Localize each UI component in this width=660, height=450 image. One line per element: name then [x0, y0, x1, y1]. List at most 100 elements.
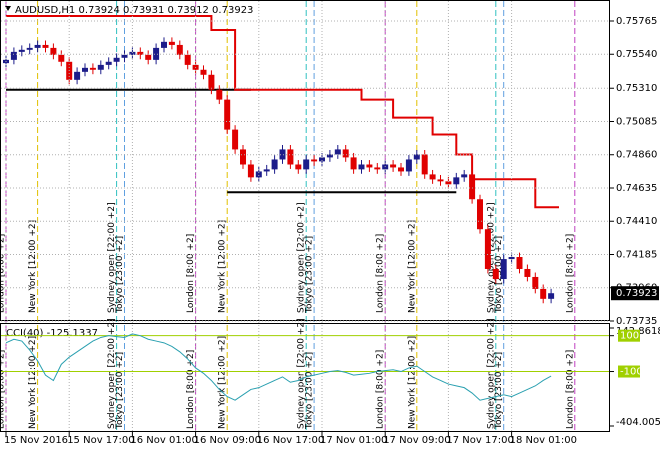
- y-tick-label: 0.75540: [616, 49, 657, 60]
- candle-body: [405, 159, 412, 172]
- candle-body: [413, 154, 420, 160]
- session-label: Tokyo [23:00 +2]: [494, 236, 504, 314]
- candle-body: [247, 164, 254, 178]
- session-label: Sydney open [22:00 +2]: [297, 318, 307, 429]
- candle-body: [311, 159, 318, 162]
- price-label: 0.73923: [616, 288, 657, 299]
- candle-body: [208, 74, 215, 90]
- candle-body: [145, 54, 152, 60]
- session-label: London [8:00 +2]: [565, 234, 575, 313]
- candle-body: [176, 44, 183, 55]
- y-tick-label: 0.75085: [616, 116, 657, 127]
- candle-body: [469, 174, 476, 200]
- session-label: London [8:00 +2]: [0, 234, 7, 313]
- session-label: Sydney open [22:00 +2]: [297, 202, 307, 313]
- candle-body: [50, 47, 57, 55]
- y-tick-label: 0.75310: [616, 83, 657, 94]
- y-tick-label: 0.73735: [616, 316, 657, 327]
- candle-body: [477, 199, 483, 230]
- candle-body: [484, 229, 491, 269]
- session-label: London [8:00 +2]: [186, 350, 196, 429]
- candle-body: [342, 149, 349, 158]
- candle-body: [461, 174, 468, 178]
- session-label: New York [12:00 +2]: [28, 336, 38, 429]
- y-tick-label: 0.74860: [616, 150, 657, 161]
- x-tick-label: 17 Nov 09:00: [383, 435, 450, 446]
- candle-body: [358, 164, 365, 170]
- level-box: [618, 329, 640, 342]
- session-label: Tokyo [23:00 +2]: [305, 236, 315, 314]
- candle-body: [18, 49, 25, 52]
- candle-body: [445, 181, 452, 185]
- session-label: London [8:00 +2]: [376, 350, 386, 429]
- session-label: London [8:00 +2]: [376, 234, 386, 313]
- session-label: Tokyo [23:00 +2]: [305, 352, 315, 430]
- candle-body: [34, 44, 41, 48]
- candle-body: [516, 257, 523, 269]
- candle-body: [326, 154, 333, 158]
- session-label: Sydney open [22:00 +2]: [486, 202, 496, 313]
- candle-body: [153, 47, 160, 60]
- candle-body: [168, 41, 175, 45]
- candle-body: [279, 149, 286, 160]
- x-tick-label: 17 Nov 17:00: [446, 435, 513, 446]
- session-label: Sydney open [22:00 +2]: [486, 318, 496, 429]
- cci-line: [5, 333, 552, 401]
- x-tick-label: 16 Nov 17:00: [257, 435, 324, 446]
- candle-body: [287, 149, 294, 165]
- session-label: New York [12:00 +2]: [28, 220, 38, 313]
- candle-body: [453, 177, 460, 185]
- candle-body: [42, 44, 49, 48]
- candle-body: [74, 71, 81, 80]
- step-line: [6, 14, 559, 209]
- candle-body: [398, 167, 404, 172]
- x-tick-label: 18 Nov 01:00: [510, 435, 577, 446]
- candle-body: [216, 89, 223, 100]
- candle-body: [113, 57, 120, 62]
- session-label: Tokyo [23:00 +2]: [115, 236, 125, 314]
- candle-body: [319, 157, 325, 162]
- session-label: Sydney open [22:00 +2]: [107, 202, 117, 313]
- y-tick-label: 0.74185: [616, 249, 657, 260]
- session-label: New York [12:00 +2]: [218, 220, 228, 313]
- candle-body: [303, 159, 310, 170]
- candle-body: [421, 154, 428, 175]
- price-box: [611, 286, 659, 301]
- cci-title: CCI(40) -125.1337: [6, 328, 98, 339]
- candle-body: [26, 47, 33, 50]
- candle-body: [429, 174, 436, 180]
- candle-body: [350, 157, 357, 170]
- chart-title: AUDUSD,H1 0.73924 0.73931 0.73912 0.7392…: [15, 5, 253, 16]
- cci-frame: [0, 323, 610, 432]
- candle-body: [508, 257, 515, 260]
- candle-body: [97, 64, 104, 70]
- candle-body: [82, 67, 88, 72]
- candle-body: [224, 99, 231, 130]
- candle-body: [548, 293, 555, 299]
- candle-body: [58, 54, 65, 62]
- candle-body: [390, 164, 397, 168]
- candle-body: [129, 51, 136, 55]
- session-label: New York [12:00 +2]: [218, 336, 228, 429]
- session-label: New York [12:00 +2]: [407, 220, 417, 313]
- candle-body: [240, 149, 246, 165]
- candle-body: [161, 41, 167, 48]
- session-label: Tokyo [23:00 +2]: [115, 352, 125, 430]
- x-tick-label: 15 Nov 17:00: [67, 435, 134, 446]
- candle-body: [271, 159, 278, 170]
- candle-body: [540, 288, 547, 299]
- candle-body: [492, 268, 499, 280]
- session-label: London [8:00 +2]: [186, 234, 196, 313]
- session-label: Sydney open [22:00 +2]: [107, 318, 117, 429]
- y-tick-label: 100: [620, 331, 639, 342]
- x-tick-label: 17 Nov 01:00: [320, 435, 387, 446]
- session-label: London [8:00 +2]: [565, 350, 575, 429]
- candle-body: [437, 179, 444, 182]
- candle-body: [334, 149, 341, 155]
- candle-body: [366, 164, 373, 168]
- sessions: London [8:00 +2] London [8:00 +2] London […: [0, 1, 576, 431]
- candle-body: [263, 169, 270, 172]
- candle-body: [10, 51, 17, 60]
